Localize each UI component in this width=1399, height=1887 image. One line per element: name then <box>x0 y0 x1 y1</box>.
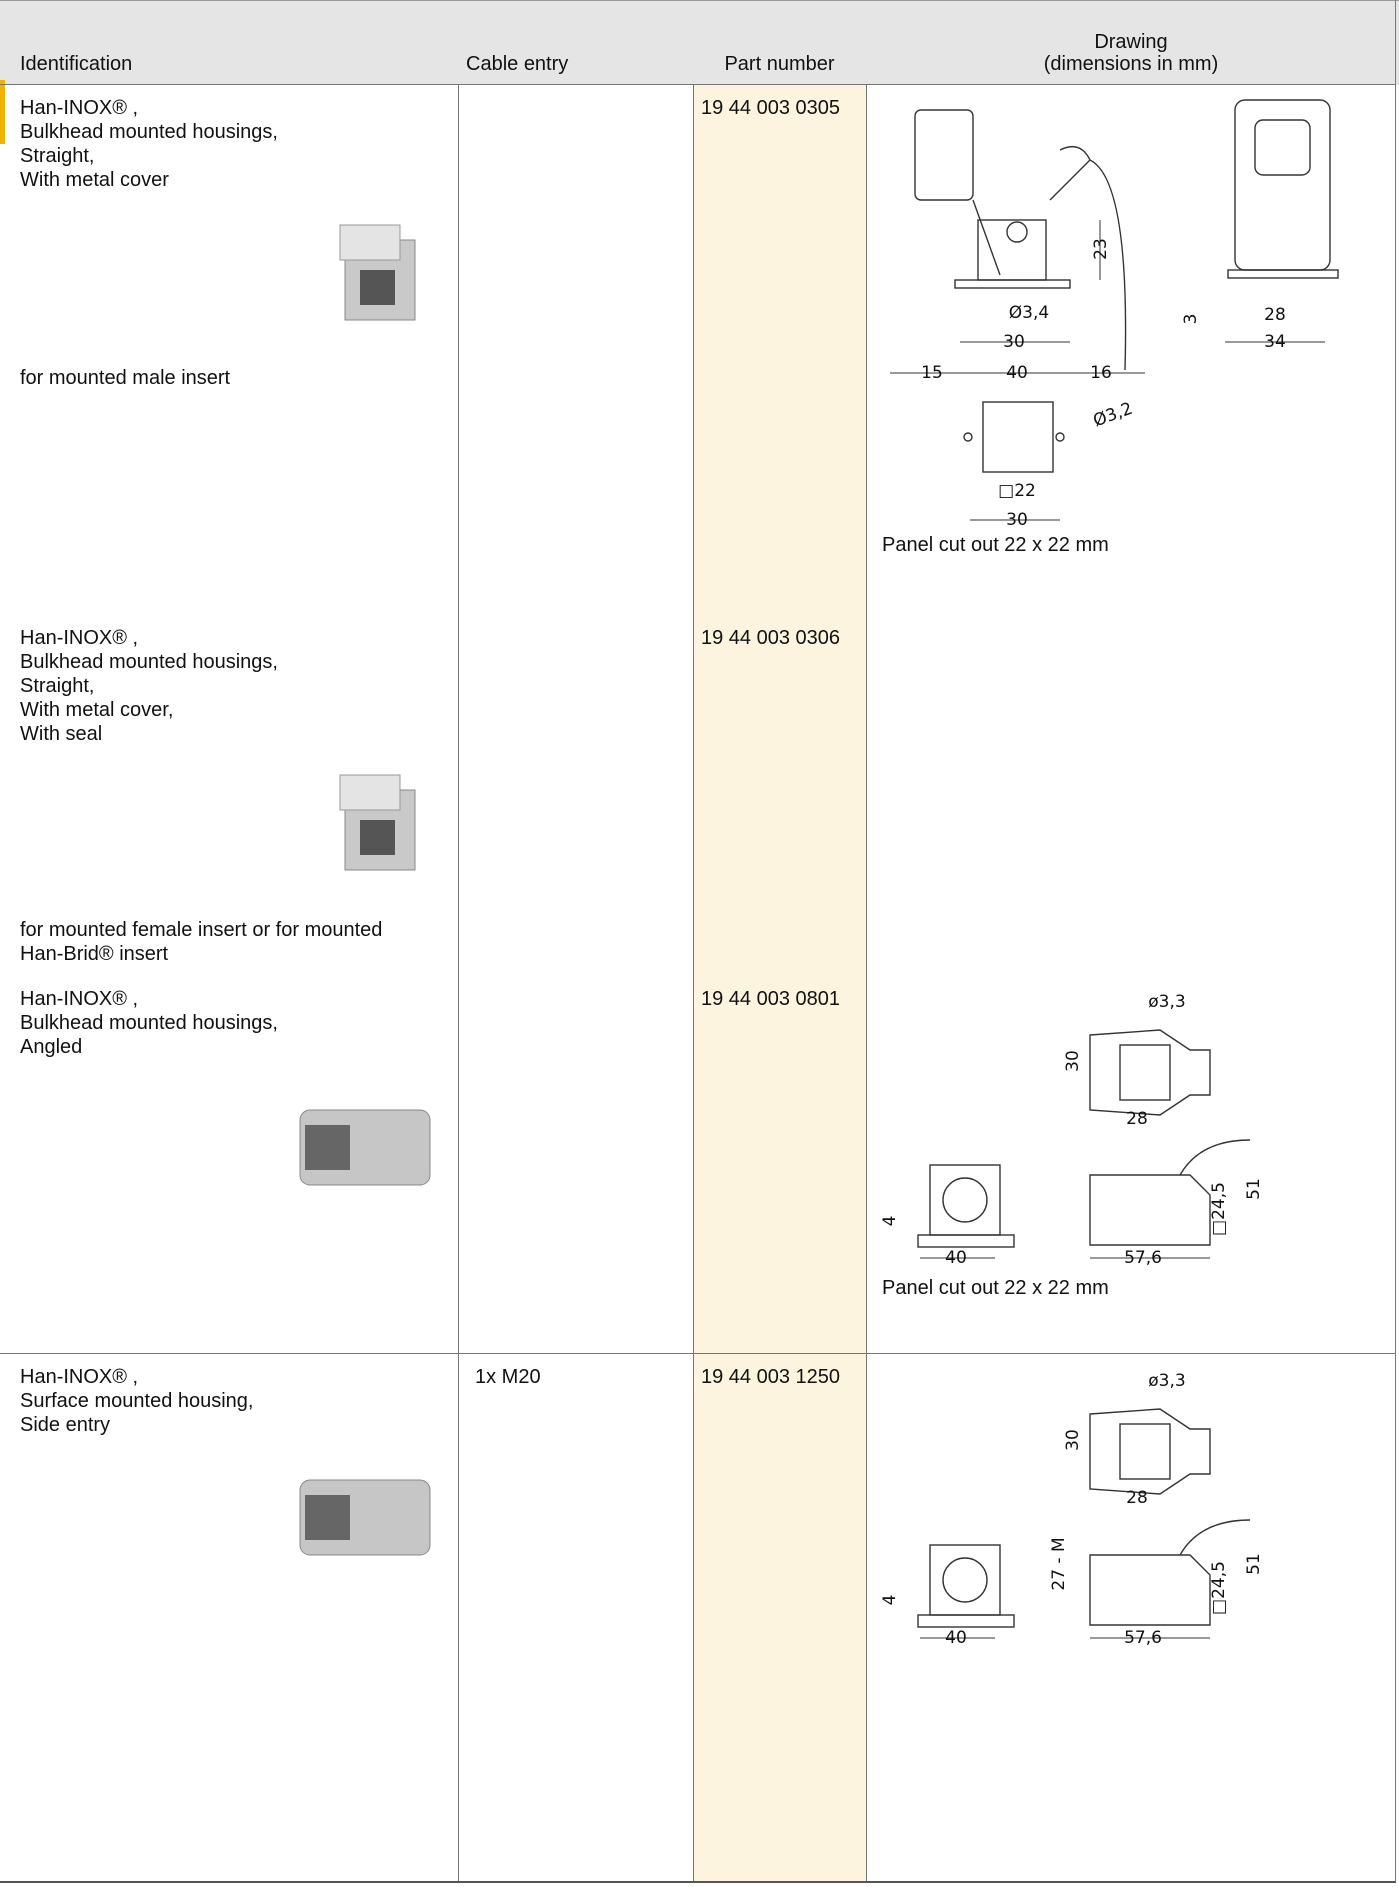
note-line: for mounted female insert or for mounted <box>20 919 383 941</box>
dimension-label: 4 <box>880 1216 900 1227</box>
header-drawing-sub: (dimensions in mm) <box>1043 53 1219 75</box>
dimension-label: □22 <box>998 481 1036 501</box>
dimension-label: 23 <box>1091 238 1111 260</box>
row-line <box>0 1881 1396 1883</box>
header-band <box>0 0 1399 85</box>
part-number: 19 44 003 0306 <box>701 627 841 649</box>
identification-line: With metal cover <box>20 169 169 191</box>
product-image <box>299 1479 431 1556</box>
drawing-1 <box>890 99 1339 521</box>
identification-line: Han-INOX® , <box>20 988 139 1010</box>
row-line <box>0 84 1396 85</box>
identification-line: Bulkhead mounted housings, <box>20 651 278 673</box>
identification-line: Angled <box>20 1036 83 1058</box>
dimension-label: 51 <box>1244 1553 1264 1575</box>
identification-line: Straight, <box>20 145 95 167</box>
dimension-label: ø3,3 <box>1148 992 1185 1012</box>
dimension-label: 3 <box>1181 314 1201 325</box>
dimension-label: 30 <box>1003 332 1025 352</box>
identification-line: Bulkhead mounted housings, <box>20 1012 278 1034</box>
dimension-label: □24,5 <box>1209 1561 1229 1615</box>
part-column-band <box>693 84 866 1882</box>
dimension-label: 15 <box>921 363 943 383</box>
identification-line: Surface mounted housing, <box>20 1390 254 1412</box>
identification-line: Side entry <box>20 1414 111 1436</box>
identification-line: With seal <box>20 723 103 745</box>
dimension-label: 28 <box>1126 1109 1148 1129</box>
dimension-label: 30 <box>1006 510 1028 530</box>
dimension-label: 30 <box>1063 1429 1083 1451</box>
header-drawing: Drawing <box>1094 31 1168 53</box>
identification-line: Straight, <box>20 675 95 697</box>
product-image <box>339 224 416 321</box>
identification-line: Han-INOX® , <box>20 1366 139 1388</box>
right-line <box>1395 0 1396 1882</box>
product-image <box>299 1109 431 1186</box>
cable-entry: 1x M20 <box>475 1366 541 1388</box>
identification-line: Bulkhead mounted housings, <box>20 121 278 143</box>
dimension-label: 51 <box>1244 1178 1264 1200</box>
drawing-3 <box>917 1029 1251 1259</box>
dimension-label: 40 <box>945 1248 967 1268</box>
row-line <box>0 1353 1396 1354</box>
identification-line: With metal cover, <box>20 699 174 721</box>
col-line <box>866 84 867 1882</box>
note-line: Han-Brid® insert <box>20 943 169 965</box>
identification-line: Han-INOX® , <box>20 627 139 649</box>
dimension-label: 16 <box>1090 363 1112 383</box>
header-cable-entry: Cable entry <box>466 53 569 75</box>
dimension-label: 4 <box>880 1595 900 1606</box>
dimension-label: 28 <box>1126 1488 1148 1508</box>
part-number: 19 44 003 1250 <box>701 1366 841 1388</box>
drawing-caption: Panel cut out 22 x 22 mm <box>882 534 1109 556</box>
dimension-label: 28 <box>1264 305 1286 325</box>
dimension-label: 27 - M <box>1049 1537 1069 1590</box>
dimension-label: 57,6 <box>1124 1248 1162 1268</box>
dimension-label: Ø3,2 <box>1091 399 1136 432</box>
col-line <box>693 84 694 1882</box>
part-number: 19 44 003 0305 <box>701 97 841 119</box>
marker <box>0 80 5 144</box>
col-line <box>458 84 459 1882</box>
header-part-number: Part number <box>724 53 835 75</box>
part-number: 19 44 003 0801 <box>701 988 841 1010</box>
dimension-label: Ø3,4 <box>1009 303 1049 323</box>
identification-line: Han-INOX® , <box>20 97 139 119</box>
dimension-label: □24,5 <box>1209 1182 1229 1236</box>
product-image <box>339 774 416 871</box>
drawing-4 <box>917 1408 1251 1639</box>
header-identification: Identification <box>20 53 133 75</box>
drawing-caption: Panel cut out 22 x 22 mm <box>882 1277 1109 1299</box>
dimension-label: ø3,3 <box>1148 1371 1185 1391</box>
dimension-label: 30 <box>1063 1050 1083 1072</box>
dimension-label: 40 <box>945 1628 967 1648</box>
note-line: for mounted male insert <box>20 367 231 389</box>
dimension-label: 57,6 <box>1124 1628 1162 1648</box>
dimension-label: 34 <box>1264 332 1286 352</box>
dimension-label: 40 <box>1006 363 1028 383</box>
